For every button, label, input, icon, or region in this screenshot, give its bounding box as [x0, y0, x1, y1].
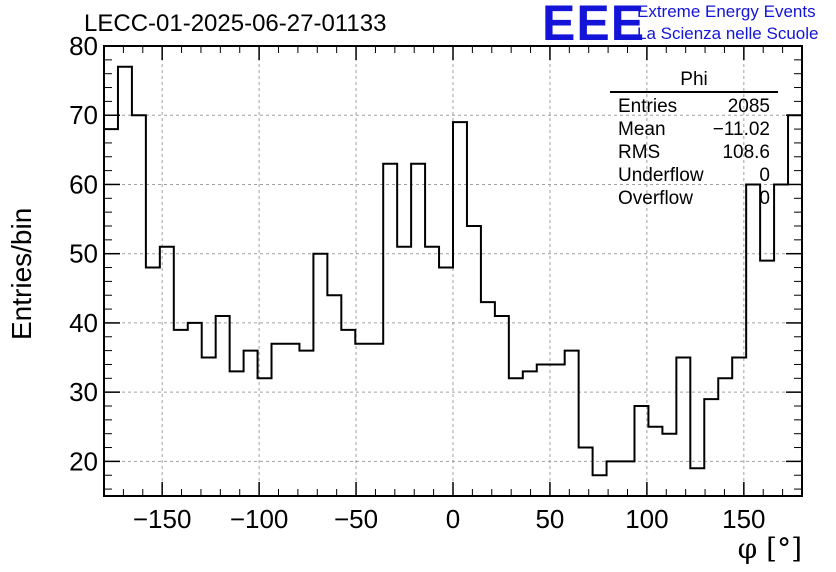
stats-value: −11.02: [712, 119, 770, 140]
x-tick-label: −50: [334, 504, 378, 534]
stats-row-mean: Mean −11.02: [610, 118, 778, 141]
stats-value: 0: [759, 188, 770, 209]
x-tick-label: 50: [535, 504, 564, 534]
chart-title: LECC-01-2025-06-27-01133: [84, 10, 387, 37]
stats-value: 108.6: [722, 142, 770, 163]
stats-label: Underflow: [618, 165, 704, 186]
stats-value: 2085: [727, 96, 770, 117]
x-tick-label: 100: [625, 504, 668, 534]
y-tick-label: 70: [69, 100, 98, 130]
y-tick-label: 30: [69, 377, 98, 407]
stats-box-title: Phi: [610, 70, 778, 93]
eee-logo: EEE: [542, 0, 646, 51]
logo-line-1: Extreme Energy Events: [637, 2, 816, 21]
y-tick-label: 80: [69, 31, 98, 61]
x-tick-label: −150: [133, 504, 192, 534]
x-tick-label: 150: [722, 504, 765, 534]
stats-row-underflow: Underflow 0: [610, 164, 778, 187]
histogram-series-line: [104, 65, 802, 477]
stats-label: Overflow: [618, 188, 693, 209]
stats-row-entries: Entries 2085: [610, 95, 778, 118]
stats-value: 0: [759, 165, 770, 186]
y-tick-label: 50: [69, 239, 98, 269]
x-tick-label: 0: [446, 504, 460, 534]
y-tick-label: 40: [69, 308, 98, 338]
tick-labels: −150 −100 −50 0 50 100 150 20 30 40 50 60 70 80: [69, 31, 765, 534]
stats-row-rms: RMS 108.6: [610, 141, 778, 164]
x-axis-label: φ [°]: [737, 532, 802, 565]
stats-label: Mean: [618, 119, 666, 140]
plot-frame: [103, 45, 803, 497]
y-tick-label: 60: [69, 169, 98, 199]
x-tick-label: −100: [230, 504, 289, 534]
y-axis-label: Entries/bin: [6, 207, 37, 340]
stats-label: Entries: [618, 96, 678, 117]
stats-box: Phi Entries 2085 Mean −11.02 RMS 108.6 U…: [610, 70, 778, 210]
stats-label: RMS: [618, 142, 661, 163]
stats-row-overflow: Overflow 0: [610, 187, 778, 210]
logo-line-2: La Scienza nelle Scuole: [637, 24, 819, 43]
y-tick-label: 20: [69, 446, 98, 476]
